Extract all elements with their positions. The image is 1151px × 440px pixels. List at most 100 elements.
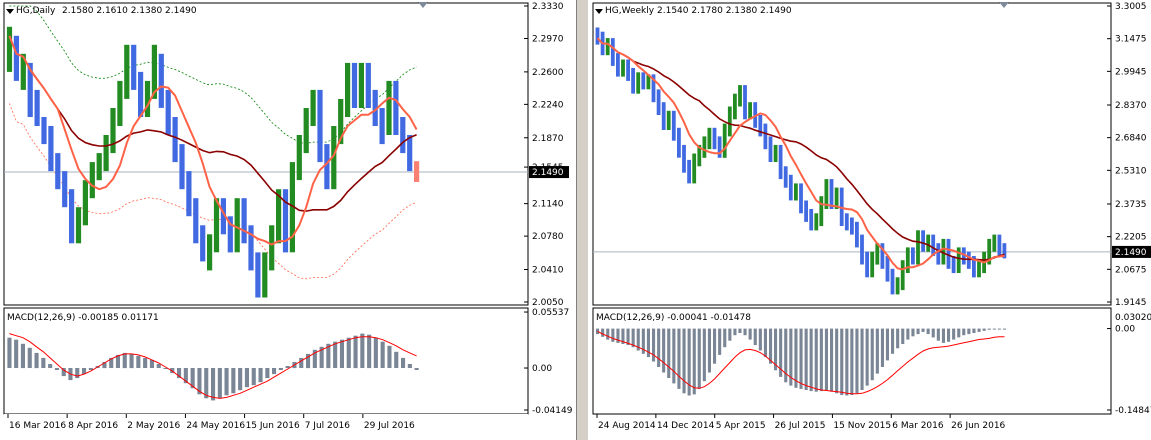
upper-envelope-line — [9, 5, 417, 144]
weekly-chart-canvas[interactable]: 3.3005 3.1475 2.9945 2.8370 2.6840 2.5310 2.37… — [589, 0, 1151, 440]
price-bar — [850, 217, 854, 235]
daily-time-axis — [4, 414, 528, 440]
slow-moving-average-line — [596, 37, 1005, 261]
price-bar — [144, 80, 151, 117]
price-bar — [824, 179, 829, 209]
macd-tick-label: -0.04149 — [532, 406, 573, 416]
macd-histogram-bar — [997, 328, 1001, 330]
macd-histogram-bar — [306, 353, 311, 369]
collapse-triangle-icon[interactable] — [595, 9, 603, 14]
macd-histogram-bar — [845, 328, 849, 396]
collapse-triangle-icon[interactable] — [6, 9, 14, 14]
price-bar — [895, 277, 900, 295]
price-bar — [117, 80, 123, 126]
chart-shift-marker-icon[interactable] — [418, 2, 428, 8]
price-bar — [860, 234, 864, 265]
macd-histogram-bar — [789, 328, 793, 386]
macd-histogram-bar — [601, 328, 605, 337]
macd-histogram-bar — [824, 328, 828, 390]
price-bar — [794, 183, 798, 201]
price-tick-label: 2.2240 — [532, 100, 564, 110]
macd-histogram-bar — [921, 328, 925, 332]
price-bar — [890, 268, 895, 295]
macd-histogram-bar — [891, 328, 895, 354]
price-bar — [62, 171, 68, 208]
chart-window-weekly[interactable]: 3.3005 3.1475 2.9945 2.8370 2.6840 2.5310 2.37… — [589, 0, 1151, 440]
macd-histogram-bar — [896, 328, 900, 349]
price-bar — [20, 53, 26, 90]
price-bar — [671, 110, 676, 141]
price-bar — [646, 74, 651, 90]
macd-histogram-bar — [54, 368, 59, 370]
macd-histogram-bar — [129, 353, 134, 369]
macd-histogram-bar — [713, 328, 717, 364]
macd-histogram-bar — [718, 328, 722, 355]
price-bar — [900, 260, 905, 291]
macd-histogram-bar — [850, 328, 854, 395]
daily-chart-title: HG,Daily — [16, 6, 56, 16]
price-bar — [345, 62, 351, 117]
price-bar — [262, 252, 268, 298]
macd-histogram-bar — [819, 328, 823, 392]
daily-macd-pane[interactable] — [3, 307, 529, 415]
price-bar — [595, 27, 600, 45]
macd-histogram-bar — [360, 333, 365, 368]
price-bar — [610, 38, 615, 66]
macd-histogram-bar — [27, 347, 32, 368]
macd-histogram-bar — [646, 328, 650, 358]
price-bar — [213, 198, 220, 253]
price-bar — [961, 247, 966, 265]
macd-histogram-bar — [299, 357, 304, 368]
macd-histogram-bar — [911, 328, 915, 337]
price-bar — [27, 62, 33, 117]
macd-histogram-bar — [636, 328, 640, 351]
price-bar — [172, 117, 178, 163]
daily-macd-label: MACD(12,26,9) -0.00185 0.01171 — [7, 313, 159, 323]
price-bar — [636, 72, 641, 94]
macd-tick-label: 0.00 — [532, 364, 552, 374]
macd-histogram-bar — [616, 328, 620, 343]
price-bar — [880, 243, 885, 269]
price-bar — [834, 187, 839, 209]
macd-histogram-bar — [272, 368, 277, 375]
price-bar — [656, 89, 661, 115]
chart-shift-marker-icon[interactable] — [999, 2, 1009, 8]
macd-histogram-bar — [143, 357, 148, 368]
macd-histogram-bar — [251, 368, 256, 386]
macd-histogram-bar — [353, 335, 358, 369]
weekly-ohlc-values: 2.1540 2.1780 2.1380 2.1490 — [657, 6, 792, 16]
macd-histogram-bar — [20, 343, 25, 369]
macd-histogram-bar — [326, 343, 331, 369]
macd-histogram-bar — [707, 328, 711, 373]
price-bar — [641, 72, 646, 90]
macd-histogram-bar — [14, 339, 19, 368]
price-bar — [193, 198, 199, 244]
macd-histogram-bar — [947, 328, 951, 342]
macd-histogram-bar — [387, 345, 392, 368]
current-price-label: 2.1490 — [1115, 248, 1147, 258]
chart-window-daily[interactable]: 2.33302.29702.26002.22402.18702.15452.11… — [0, 0, 576, 440]
daily-chart-canvas[interactable]: 2.33302.29702.26002.22402.18702.15452.11… — [0, 0, 576, 440]
macd-histogram-bar — [82, 368, 87, 375]
current-price-tag — [1112, 245, 1151, 258]
price-bar — [289, 162, 295, 253]
price-bar — [248, 225, 254, 271]
price-bar — [372, 89, 378, 126]
price-bar — [338, 99, 344, 145]
macd-histogram-bar — [115, 354, 120, 368]
macd-histogram-bar — [957, 328, 961, 338]
weekly-price-pane[interactable] — [592, 2, 1112, 306]
window-splitter[interactable] — [576, 0, 589, 440]
price-bar — [414, 161, 420, 182]
date-tick-label: 29 Jul 2016 — [364, 421, 415, 431]
price-bar — [282, 189, 289, 253]
macd-histogram-bar — [779, 328, 783, 377]
price-bar — [241, 198, 247, 244]
price-bar — [276, 189, 282, 244]
macd-histogram-bar — [611, 328, 615, 342]
macd-histogram-bar — [380, 341, 385, 368]
macd-histogram-bar — [61, 368, 66, 377]
macd-histogram-bar — [48, 364, 53, 368]
price-tick-label: 2.2970 — [532, 34, 564, 44]
price-bar — [773, 144, 778, 162]
